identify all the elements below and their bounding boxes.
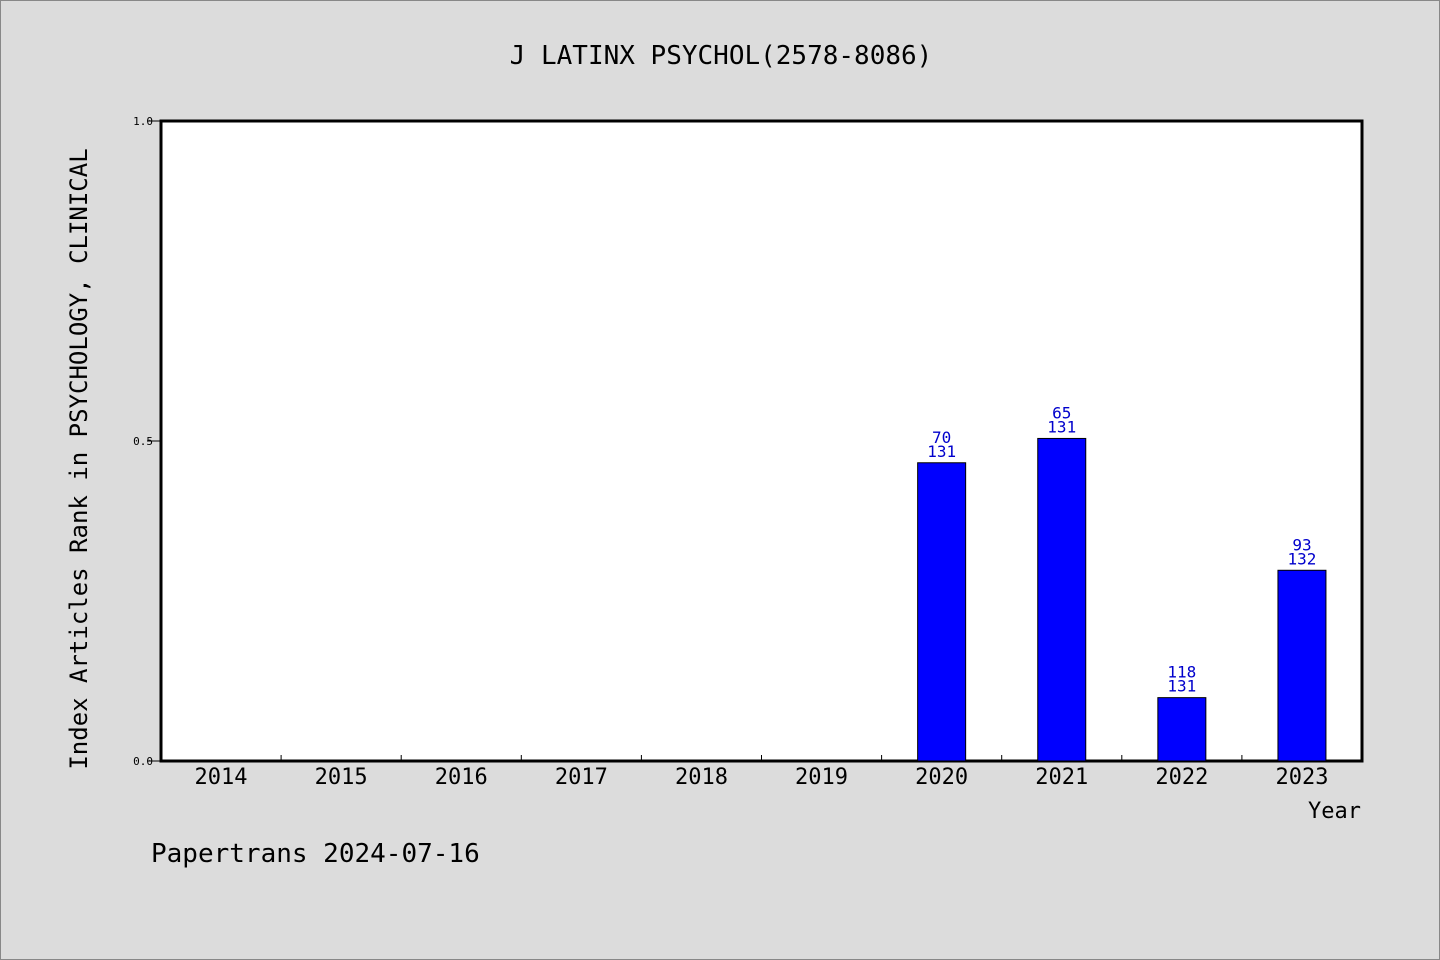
bar-label-total-2022: 131 <box>1167 677 1196 696</box>
y-tick-label-0.0: 0.0 <box>133 755 153 768</box>
x-tick-label-2019: 2019 <box>795 765 848 790</box>
bar-2022 <box>1157 697 1207 762</box>
x-tick-label-2016: 2016 <box>435 765 488 790</box>
bars-group <box>917 437 1327 762</box>
footer-credit: Papertrans 2024-07-16 <box>151 839 480 869</box>
x-tick-label-2022: 2022 <box>1155 765 1208 790</box>
bar-2020 <box>917 462 967 762</box>
y-tick-label-1.0: 1.0 <box>133 115 153 128</box>
y-tick-label-0.5: 0.5 <box>133 435 153 448</box>
x-tick-label-2017: 2017 <box>555 765 608 790</box>
x-tick-label-2014: 2014 <box>195 765 248 790</box>
y-ticks-group: 0.0 0.5 1.0 <box>133 115 161 768</box>
y-axis-label: Index Articles Rank in PSYCHOLOGY, CLINI… <box>65 148 93 769</box>
bar-label-rank-2020: 70 <box>932 428 951 447</box>
bar-2021 <box>1037 437 1087 762</box>
plot-area <box>159 119 1364 763</box>
x-ticks-group: 2014 2015 2016 2017 2018 2019 2020 2021 2022 2023 <box>195 755 1328 790</box>
x-tick-label-2020: 2020 <box>915 765 968 790</box>
bar-label-total-2020: 131 <box>927 442 956 461</box>
bar-label-total-2023: 132 <box>1287 549 1316 568</box>
bar-label-rank-2022: 118 <box>1167 663 1196 682</box>
x-tick-label-2023: 2023 <box>1275 765 1328 790</box>
bar-label-total-2021: 131 <box>1047 417 1076 436</box>
x-tick-label-2018: 2018 <box>675 765 728 790</box>
chart-title: J LATINX PSYCHOL(2578-8086) <box>510 41 933 71</box>
bar-label-rank-2023: 93 <box>1292 535 1311 554</box>
x-tick-label-2015: 2015 <box>315 765 368 790</box>
bar-2023 <box>1277 569 1327 762</box>
x-tick-label-2021: 2021 <box>1035 765 1088 790</box>
x-axis-label: Year <box>1308 799 1361 824</box>
bar-label-rank-2021: 65 <box>1052 403 1071 422</box>
